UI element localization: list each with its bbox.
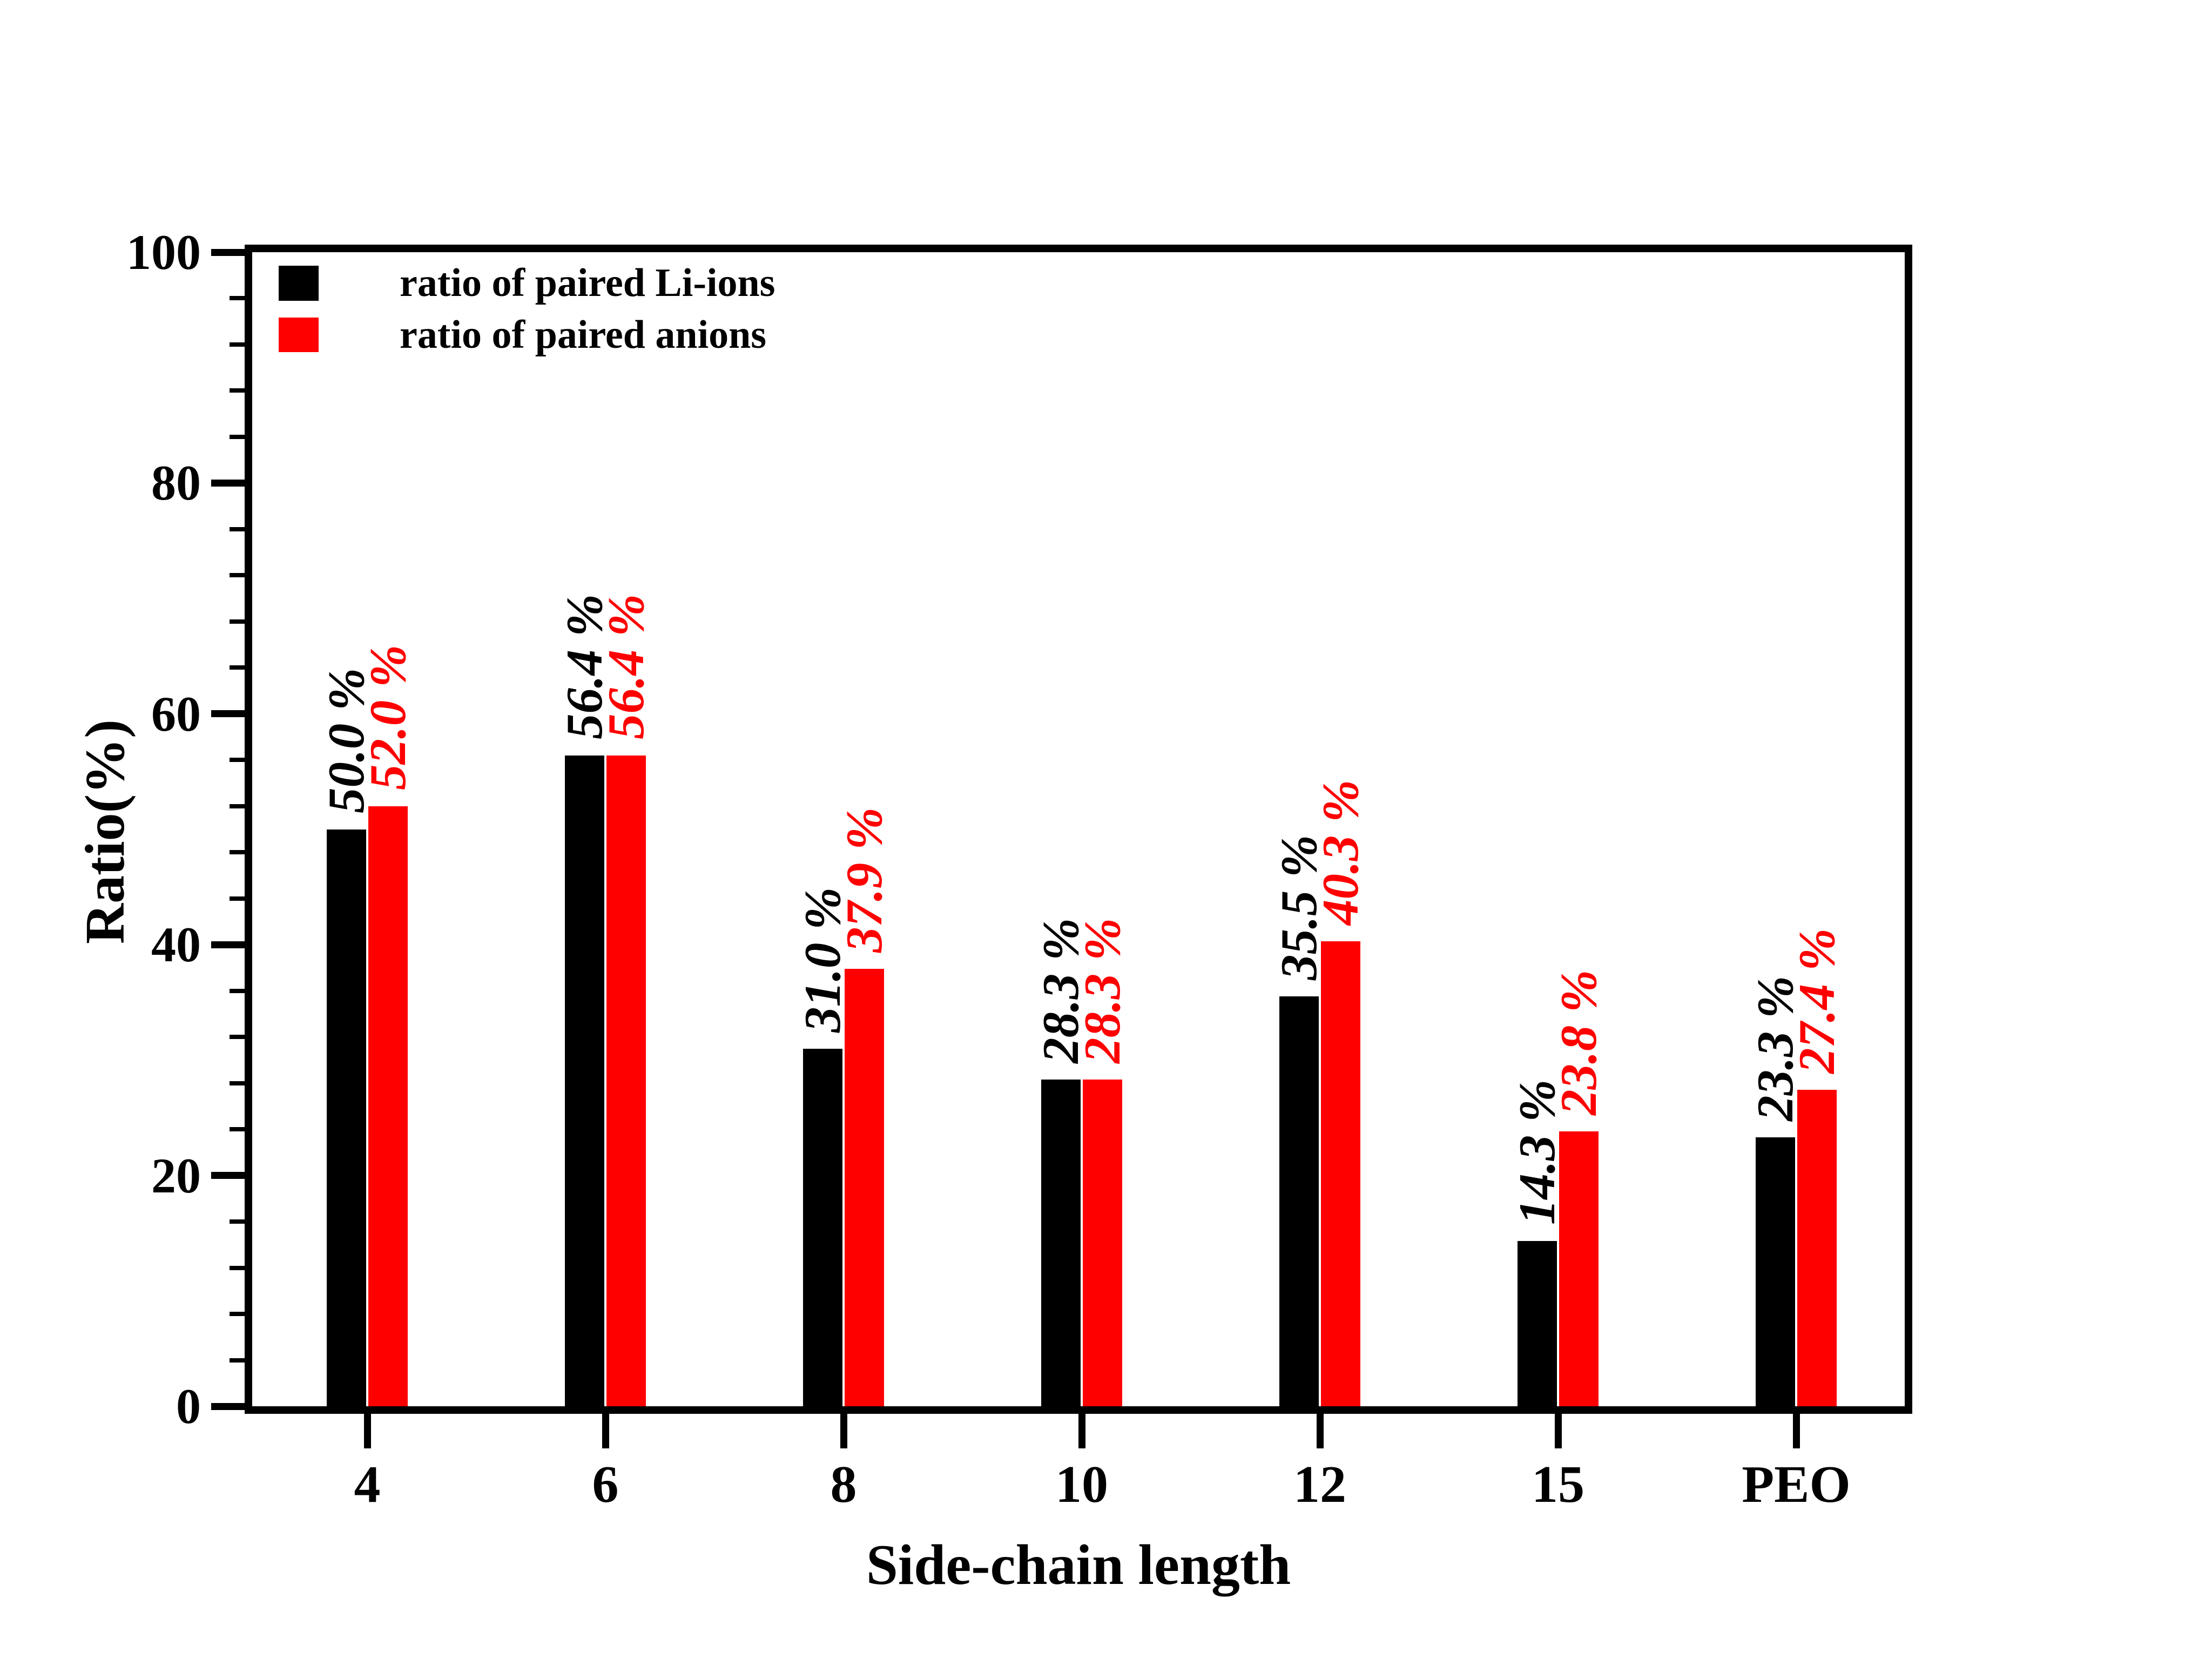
y-minor-tick xyxy=(230,1081,245,1085)
y-tick-label: 60 xyxy=(151,686,201,741)
y-major-tick xyxy=(211,710,245,718)
y-minor-tick xyxy=(230,850,245,855)
y-minor-tick xyxy=(230,388,245,393)
x-tick-label: 12 xyxy=(1293,1455,1346,1514)
y-minor-tick xyxy=(230,1035,245,1040)
y-tick-label: 20 xyxy=(151,1148,201,1203)
x-axis-title: Side-chain length xyxy=(866,1533,1291,1596)
y-minor-tick xyxy=(230,342,245,347)
bar-anions xyxy=(1559,1131,1599,1406)
x-tick xyxy=(1554,1414,1562,1448)
y-minor-tick xyxy=(230,619,245,624)
y-minor-tick xyxy=(230,1127,245,1132)
bar-anions xyxy=(1797,1090,1837,1406)
bar-anions xyxy=(1083,1080,1122,1406)
y-minor-tick xyxy=(230,758,245,763)
y-tick-label: 0 xyxy=(176,1379,201,1434)
bar-value-label: 52.0 % xyxy=(359,644,416,790)
y-minor-tick xyxy=(230,1219,245,1224)
y-major-tick xyxy=(211,1402,245,1410)
y-minor-tick xyxy=(230,988,245,993)
x-tick xyxy=(363,1414,371,1448)
y-major-tick xyxy=(211,248,245,256)
y-minor-tick xyxy=(230,527,245,531)
legend-swatch-anions xyxy=(279,318,319,352)
bar-anions xyxy=(845,969,884,1406)
legend-label-anions: ratio of paired anions xyxy=(400,313,767,357)
bar-value-label: 56.4 % xyxy=(597,594,655,739)
x-tick-label: 10 xyxy=(1055,1455,1108,1514)
bar-li-ions xyxy=(1041,1080,1081,1406)
x-tick xyxy=(1078,1414,1085,1448)
y-minor-tick xyxy=(230,665,245,670)
bar-anions xyxy=(1321,941,1360,1406)
y-minor-tick xyxy=(230,1358,245,1363)
y-minor-tick xyxy=(230,296,245,301)
y-minor-tick xyxy=(230,804,245,808)
y-major-tick xyxy=(211,941,245,948)
y-tick-label: 40 xyxy=(151,917,201,973)
y-minor-tick xyxy=(230,434,245,439)
bar-value-label: 28.3 % xyxy=(1074,918,1131,1064)
x-tick-label: 15 xyxy=(1532,1455,1584,1514)
y-minor-tick xyxy=(230,1265,245,1270)
legend-label-li-ions: ratio of paired Li-ions xyxy=(400,261,775,305)
y-tick-label: 100 xyxy=(126,225,201,280)
bar-li-ions xyxy=(1756,1137,1795,1406)
x-tick-label: 4 xyxy=(354,1455,381,1514)
bar-li-ions xyxy=(565,755,604,1406)
y-major-tick xyxy=(211,479,245,487)
bar-li-ions xyxy=(1279,996,1319,1406)
bar-anions xyxy=(606,755,646,1406)
x-tick-label: PEO xyxy=(1742,1455,1851,1514)
bar-value-label: 27.4 % xyxy=(1788,928,1845,1074)
x-tick-label: 6 xyxy=(592,1455,619,1514)
bar-value-label: 23.8 % xyxy=(1550,970,1607,1116)
x-tick xyxy=(840,1414,847,1448)
x-tick-label: 8 xyxy=(830,1455,857,1514)
x-tick xyxy=(1792,1414,1800,1448)
x-tick xyxy=(1316,1414,1324,1448)
plot-frame xyxy=(245,245,1912,1414)
y-minor-tick xyxy=(230,1312,245,1317)
y-minor-tick xyxy=(230,896,245,901)
y-minor-tick xyxy=(230,573,245,578)
bar-li-ions xyxy=(327,829,366,1406)
bar-li-ions xyxy=(1518,1241,1557,1406)
bar-value-label: 40.3 % xyxy=(1312,779,1369,925)
x-tick xyxy=(602,1414,609,1448)
y-major-tick xyxy=(211,1172,245,1179)
bar-value-label: 37.9 % xyxy=(835,807,893,953)
bar-anions xyxy=(368,806,408,1406)
bar-li-ions xyxy=(803,1048,842,1406)
legend-swatch-li-ions xyxy=(279,266,319,301)
y-tick-label: 80 xyxy=(151,455,201,511)
